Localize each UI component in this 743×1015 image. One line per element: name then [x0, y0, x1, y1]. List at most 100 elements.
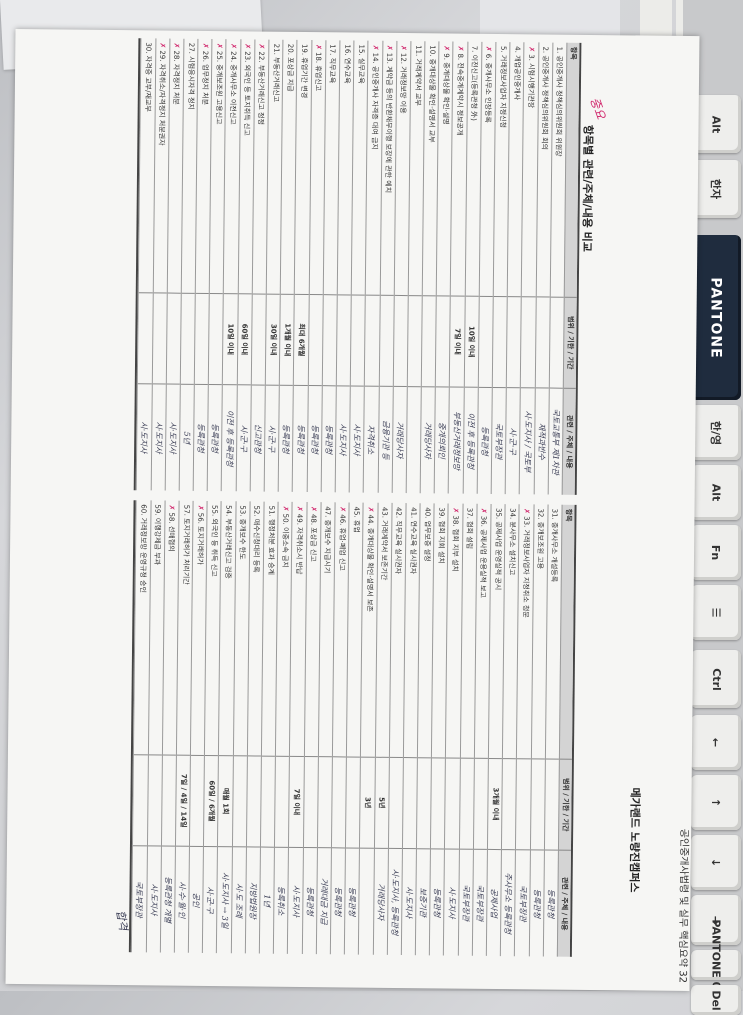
- row-handwritten-note: 등록관청: [543, 849, 558, 957]
- keyboard-key-11[interactable]: →: [691, 895, 741, 945]
- row-range: [209, 292, 224, 385]
- row-label: 29. 자격취소/자격정지 처분권자: [157, 50, 167, 146]
- row-range: [492, 295, 507, 388]
- keyboard-key-5[interactable]: Fn: [691, 525, 741, 580]
- red-check-mark-icon: ✗: [451, 507, 460, 514]
- row-label: 3. 시험시행기관장: [526, 54, 536, 109]
- row-label: 39. 협회 지회 설치: [436, 507, 446, 564]
- row-handwritten-note: 등록관청: [302, 847, 317, 955]
- row-label: 43. 거래계약서 보존기간: [379, 506, 389, 581]
- row-item: 27. 시험응시자격 정지: [183, 39, 196, 293]
- row-label: 8. 전속중개계약시 정보공개: [455, 53, 465, 136]
- red-check-mark-icon: ✗: [281, 505, 290, 512]
- row-label: 1. 공인중개사 정책심의위원회 위원장: [554, 46, 564, 157]
- keyboard-key-3[interactable]: 한/영: [691, 405, 741, 460]
- row-label: 47. 중개보수 지급시기: [323, 506, 332, 574]
- keyboard-key-0[interactable]: Alt: [691, 95, 741, 153]
- row-label: 46. 휴업·폐업 신고: [337, 514, 347, 571]
- keyboard-key-7[interactable]: Ctrl: [691, 650, 741, 708]
- row-item: 11. 거래계약서 교부: [410, 41, 423, 295]
- keyboard-key-13[interactable]: Del: [691, 985, 741, 1015]
- row-label: 18. 휴업신고: [314, 51, 323, 92]
- header-item: 항목: [564, 508, 573, 522]
- row-handwritten-note: 1년: [259, 846, 275, 954]
- background-paper: [480, 0, 620, 38]
- row-label: 51. 행정처분 효과 승계: [266, 505, 276, 576]
- row-handwritten-note: 거래당사자: [373, 847, 388, 955]
- row-range: [516, 758, 531, 850]
- red-check-mark-icon: ✗: [243, 43, 252, 50]
- red-check-mark-icon: ✗: [385, 44, 394, 51]
- keyboard-key-4[interactable]: Alt: [691, 465, 741, 520]
- row-item: ✗6. 중개사무소 인장등록: [481, 42, 494, 296]
- brand-logo: 메가랜드 노량진캠퍼스: [627, 787, 642, 893]
- red-check-mark-icon: ✗: [172, 42, 181, 49]
- row-handwritten-note: 거래당사자: [420, 386, 436, 494]
- header-range: 범위 / 기한 / 기간: [563, 296, 577, 388]
- keyboard-key-8[interactable]: ←: [691, 715, 741, 770]
- row-label: 26. 업무정지 처분: [200, 50, 210, 106]
- row-item: ✗13. 계약금 등의 반환채무이행 보장에 관한 예치: [382, 41, 395, 295]
- row-item: 53. 중개보수 한도: [235, 501, 248, 755]
- row-item: ✗25. 중개보조원 고용신고: [212, 39, 225, 293]
- row-label: 45. 휴업: [352, 506, 361, 533]
- keyboard-key-9[interactable]: ↑: [691, 775, 741, 830]
- row-handwritten-note: [406, 386, 421, 494]
- key-label: ←: [709, 737, 723, 748]
- row-handwritten-note: 시·수·월·인: [174, 845, 190, 953]
- key-label: ☰: [709, 607, 723, 618]
- row-label: 10. 중개대상물 확인·설명서 교부: [427, 45, 437, 143]
- row-range: 7일 이내: [450, 295, 465, 387]
- row-label: 34. 분사무소 설치신고: [507, 508, 517, 576]
- row-item: 52. 매수신청대리 등록: [249, 501, 262, 755]
- row-item: 47. 중개보수 지급시기: [320, 502, 333, 756]
- row-handwritten-note: 시·도지사: [288, 846, 303, 954]
- row-label: 40. 업무보증 설정: [422, 507, 432, 562]
- row-label: 27. 시험응시자격 정지: [186, 42, 195, 110]
- key-label: PANTONE: [708, 276, 725, 359]
- header-subject: 관련 / 주체 / 내용: [562, 387, 576, 495]
- row-range: 1개월 이내: [280, 293, 295, 385]
- row-range: [421, 295, 437, 387]
- row-range: [308, 294, 323, 386]
- row-range: [530, 758, 545, 850]
- row-handwritten-note: 국토부장관: [132, 845, 147, 953]
- row-handwritten-note: 시·군·구: [236, 384, 251, 492]
- row-range: [521, 296, 536, 388]
- row-handwritten-note: 국토교통부 제1차관: [548, 387, 563, 495]
- keyboard-key-10[interactable]: ↓: [691, 835, 741, 890]
- key-label: Del: [709, 989, 723, 1011]
- keyboard-key-1[interactable]: 한자: [691, 160, 741, 218]
- keyboard-key-6[interactable]: ☰: [691, 585, 741, 640]
- row-handwritten-note: 자격취소: [364, 385, 379, 493]
- row-item: 1. 공인중개사 정책심의위원회 위원장: [552, 43, 565, 297]
- row-item: 60. 거래정보망 운영규정 승인: [136, 500, 149, 754]
- row-range: [365, 294, 380, 386]
- key-label: 한/영: [708, 420, 722, 445]
- row-handwritten-note: 공인: [188, 845, 204, 953]
- row-item: 42. 직무교육 실시권자: [391, 503, 404, 757]
- row-item: ✗56. 토지거래허가: [193, 501, 206, 755]
- row-range: 5년: [374, 756, 389, 848]
- row-range: [161, 754, 176, 846]
- book-title: 공인중개사법령 및 실무 핵심요약 32: [676, 828, 690, 984]
- row-label: 4. 개업공인중개사: [512, 46, 522, 101]
- row-handwritten-note: 등록관청: [278, 384, 294, 492]
- row-label: 5. 거래정보사업자 지정신청: [498, 46, 508, 129]
- row-item: ✗28. 자격정지 처분: [169, 39, 182, 293]
- key-label: 한자: [709, 178, 722, 200]
- keyboard-key-2[interactable]: PANTONE: [691, 235, 741, 400]
- keyboard-key-12[interactable]: PANTONE 0 Ins: [691, 919, 741, 1011]
- row-item: 43. 거래계약서 보존기간: [377, 503, 390, 757]
- row-item: 54. 부동산거래신고 검증: [221, 501, 234, 755]
- row-handwritten-note: 시·도지사: [444, 848, 459, 956]
- row-item: 30. 자격증 교부/재교부: [141, 38, 154, 292]
- row-item: ✗23. 외국인 등 토지취득 신고: [240, 39, 253, 293]
- row-label: 50. 이중소속 금지: [280, 513, 290, 568]
- row-label: 48. 포상금 신고: [309, 513, 318, 562]
- key-label: Ctrl: [709, 667, 723, 691]
- row-item: ✗24. 중개사무소 이전신고: [226, 39, 239, 293]
- row-item: 5. 거래정보사업자 지정신청: [495, 42, 508, 296]
- row-handwritten-note: 시·도지사: [401, 848, 417, 956]
- row-handwritten-note: [359, 847, 374, 955]
